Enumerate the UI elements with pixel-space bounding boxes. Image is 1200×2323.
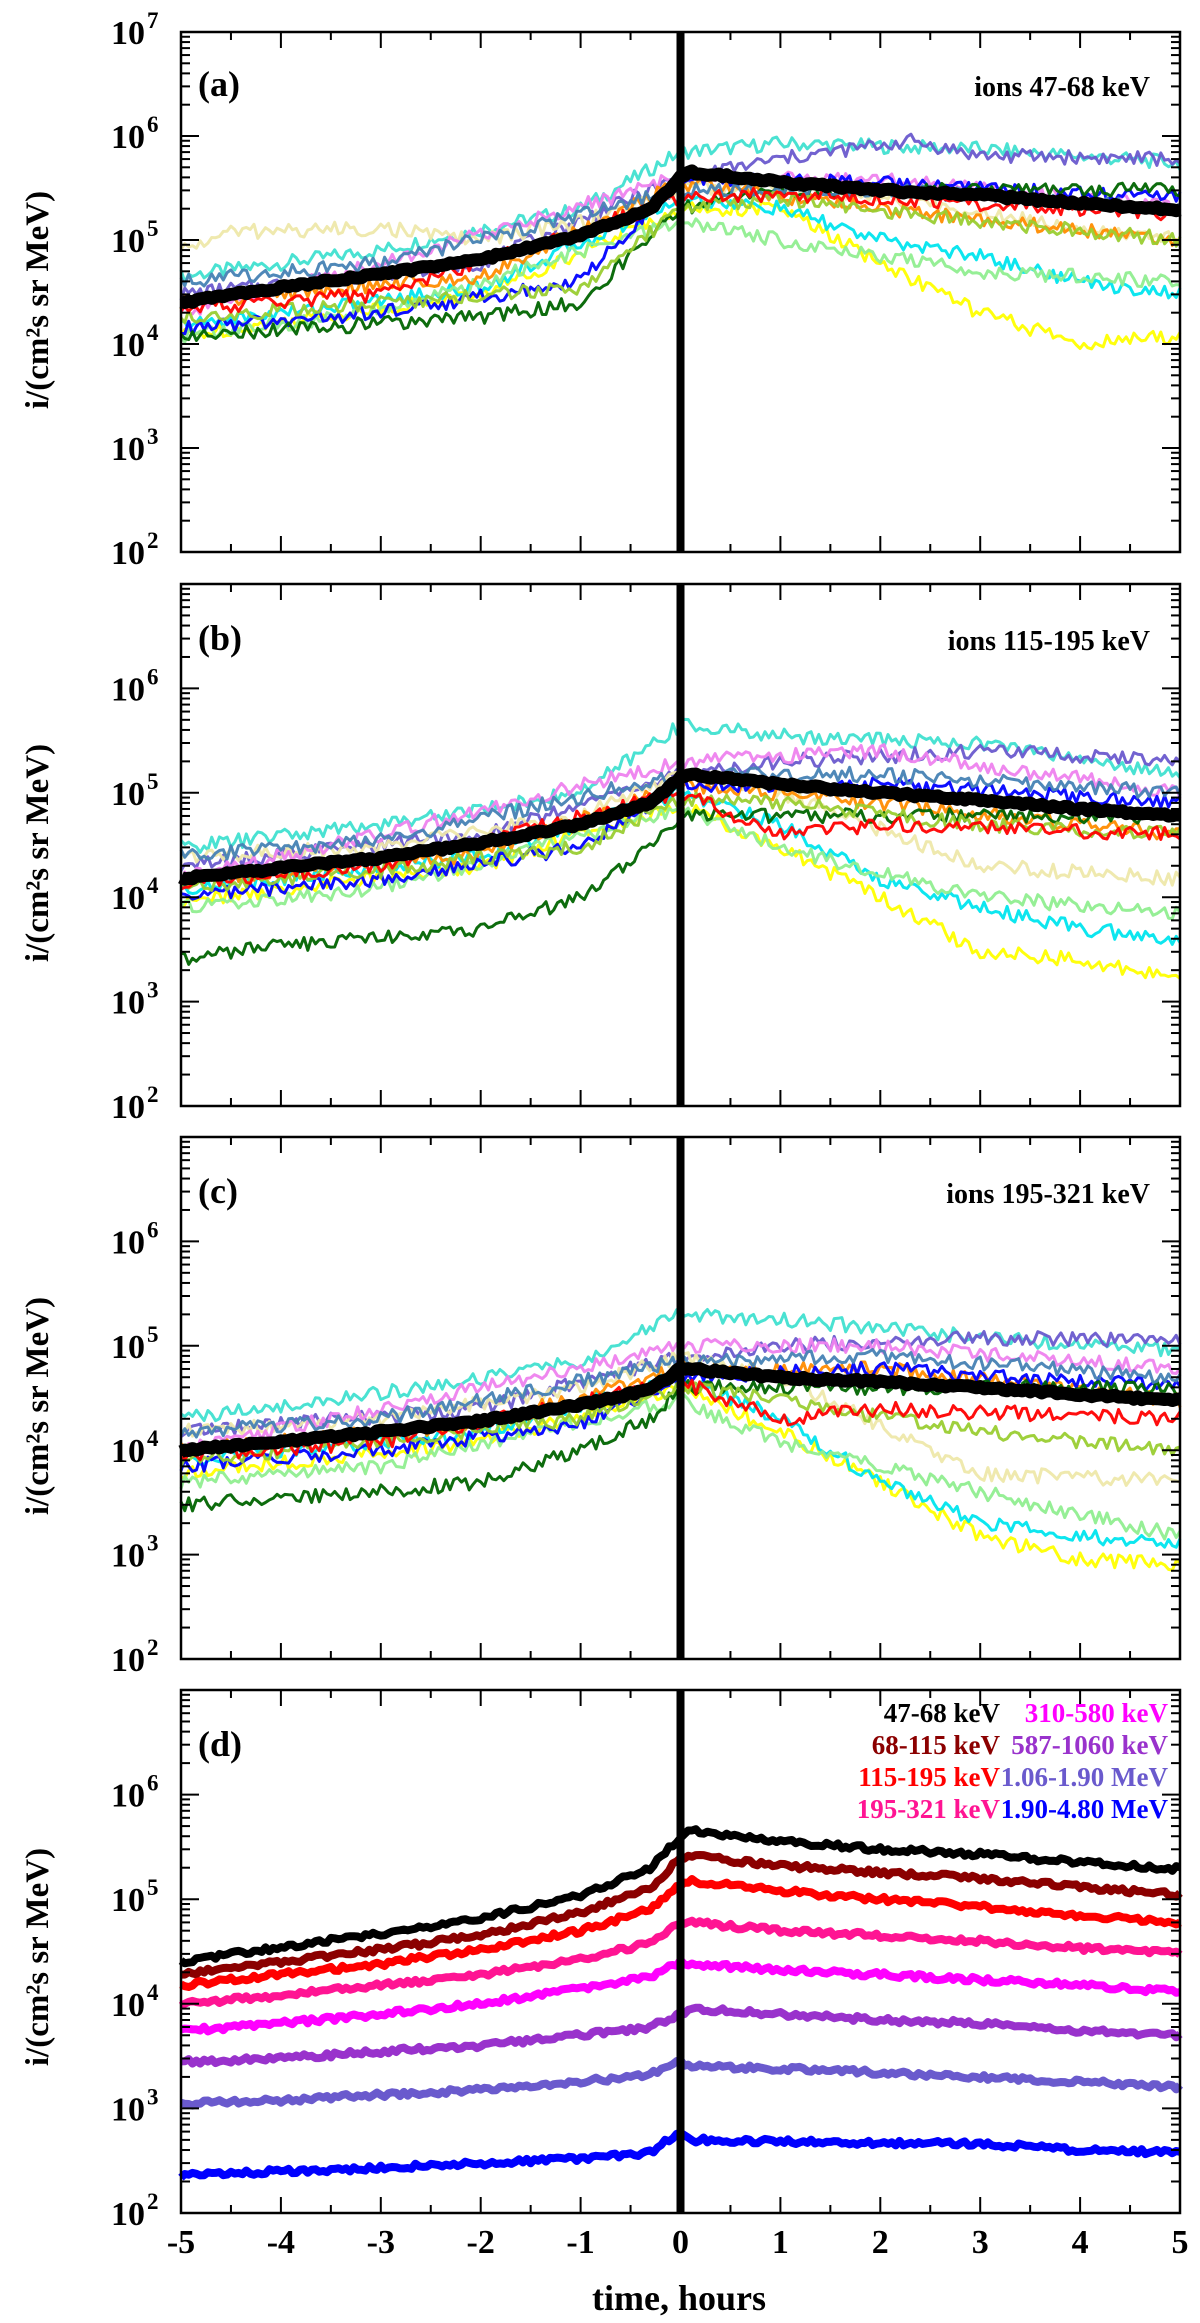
- legend-entry-3: 115-195 keV: [858, 1762, 1000, 1792]
- y-tick-exponent-b: 2: [147, 1082, 159, 1107]
- y-tick-exponent-d: 5: [147, 1875, 159, 1900]
- panel-b: (b) ions 115-195 keV i/(cm²s sr MeV): [20, 618, 1150, 962]
- y-tick-exponent-d: 6: [147, 1771, 159, 1796]
- x-tick-label: -1: [566, 2224, 594, 2261]
- y-tick-label-c: 10: [111, 1224, 145, 1261]
- y-tick-exponent-c: 6: [147, 1217, 159, 1242]
- y-tick-exponent-c: 5: [147, 1322, 159, 1347]
- panel-label-d: (d): [198, 1724, 242, 1764]
- y-tick-label-c: 10: [111, 1433, 145, 1470]
- x-tick-label: 0: [672, 2224, 689, 2261]
- y-tick-label-d: 10: [111, 2196, 145, 2233]
- y-tick-label-a: 10: [111, 119, 145, 156]
- y-tick-label-b: 10: [111, 671, 145, 708]
- y-tick-label-a: 10: [111, 431, 145, 468]
- y-tick-label-b: 10: [111, 985, 145, 1022]
- panel-c: (c) ions 195-321 keV i/(cm²s sr MeV): [20, 1171, 1150, 1515]
- x-tick-label: -5: [167, 2224, 195, 2261]
- y-axis-label-d: i/(cm²s sr MeV): [20, 1848, 56, 2066]
- x-tick-label: 4: [1072, 2224, 1089, 2261]
- y-tick-exponent-a: 6: [147, 112, 159, 137]
- y-tick-label-d: 10: [111, 1778, 145, 1815]
- y-tick-exponent-a: 3: [147, 424, 159, 449]
- y-axis-label-a: i/(cm²s sr MeV): [20, 191, 56, 409]
- y-tick-label-a: 10: [111, 535, 145, 572]
- x-tick-label: -3: [367, 2224, 395, 2261]
- y-axis-label-c: i/(cm²s sr MeV): [20, 1297, 56, 1515]
- y-tick-label-c: 10: [111, 1642, 145, 1679]
- y-axis-label-b: i/(cm²s sr MeV): [20, 744, 56, 962]
- legend-entry-5: 310-580 keV: [1025, 1698, 1169, 1728]
- y-tick-exponent-c: 2: [147, 1635, 159, 1660]
- y-tick-label-b: 10: [111, 776, 145, 813]
- energy-label-a: ions 47-68 keV: [974, 72, 1150, 103]
- x-tick-label: 3: [972, 2224, 989, 2261]
- y-tick-exponent-b: 6: [147, 664, 159, 689]
- x-tick-label: 5: [1172, 2224, 1189, 2261]
- legend-entry-1: 47-68 keV: [884, 1698, 1001, 1728]
- y-tick-exponent-c: 4: [147, 1426, 159, 1451]
- panel-label-b: (b): [198, 618, 242, 658]
- y-tick-exponent-d: 4: [147, 1980, 159, 2005]
- y-tick-label-d: 10: [111, 2091, 145, 2128]
- y-tick-label-c: 10: [111, 1538, 145, 1575]
- y-tick-label-d: 10: [111, 1987, 145, 2024]
- legend-entry-2: 68-115 keV: [872, 1730, 1001, 1760]
- y-tick-exponent-d: 3: [147, 2084, 159, 2109]
- legend-entry-6: 587-1060 keV: [1011, 1730, 1168, 1760]
- y-tick-exponent-a: 2: [147, 528, 159, 553]
- x-tick-label: -4: [267, 2224, 295, 2261]
- y-tick-label-a: 10: [111, 327, 145, 364]
- y-tick-label-a: 10: [111, 15, 145, 52]
- energy-label-b: ions 115-195 keV: [948, 626, 1150, 657]
- legend-entry-4: 195-321 keV: [857, 1794, 1001, 1824]
- panel-d: (d) i/(cm²s sr MeV) time, hours: [20, 1724, 766, 2318]
- y-tick-exponent-a: 7: [147, 8, 159, 33]
- panel-label-c: (c): [198, 1171, 238, 1211]
- y-tick-label-b: 10: [111, 1089, 145, 1126]
- panel-a: (a) ions 47-68 keV i/(cm²s sr MeV): [20, 64, 1150, 409]
- y-tick-label-d: 10: [111, 1882, 145, 1919]
- y-tick-exponent-d: 2: [147, 2189, 159, 2214]
- y-tick-exponent-b: 4: [147, 873, 159, 898]
- x-tick-label: -2: [467, 2224, 495, 2261]
- panel-label-a: (a): [198, 64, 240, 104]
- legend-entry-7: 1.06-1.90 MeV: [1001, 1762, 1169, 1792]
- legend-entry-8: 1.90-4.80 MeV: [1001, 1794, 1169, 1824]
- x-axis-label: time, hours: [592, 2278, 766, 2318]
- y-tick-exponent-a: 5: [147, 216, 159, 241]
- y-tick-exponent-c: 3: [147, 1531, 159, 1556]
- y-tick-exponent-b: 3: [147, 978, 159, 1003]
- y-tick-label-c: 10: [111, 1329, 145, 1366]
- y-tick-label-a: 10: [111, 223, 145, 260]
- y-tick-exponent-b: 5: [147, 769, 159, 794]
- x-tick-label: 1: [772, 2224, 789, 2261]
- y-tick-exponent-a: 4: [147, 320, 159, 345]
- x-tick-label: 2: [872, 2224, 889, 2261]
- y-tick-label-b: 10: [111, 880, 145, 917]
- energy-label-c: ions 195-321 keV: [946, 1179, 1150, 1210]
